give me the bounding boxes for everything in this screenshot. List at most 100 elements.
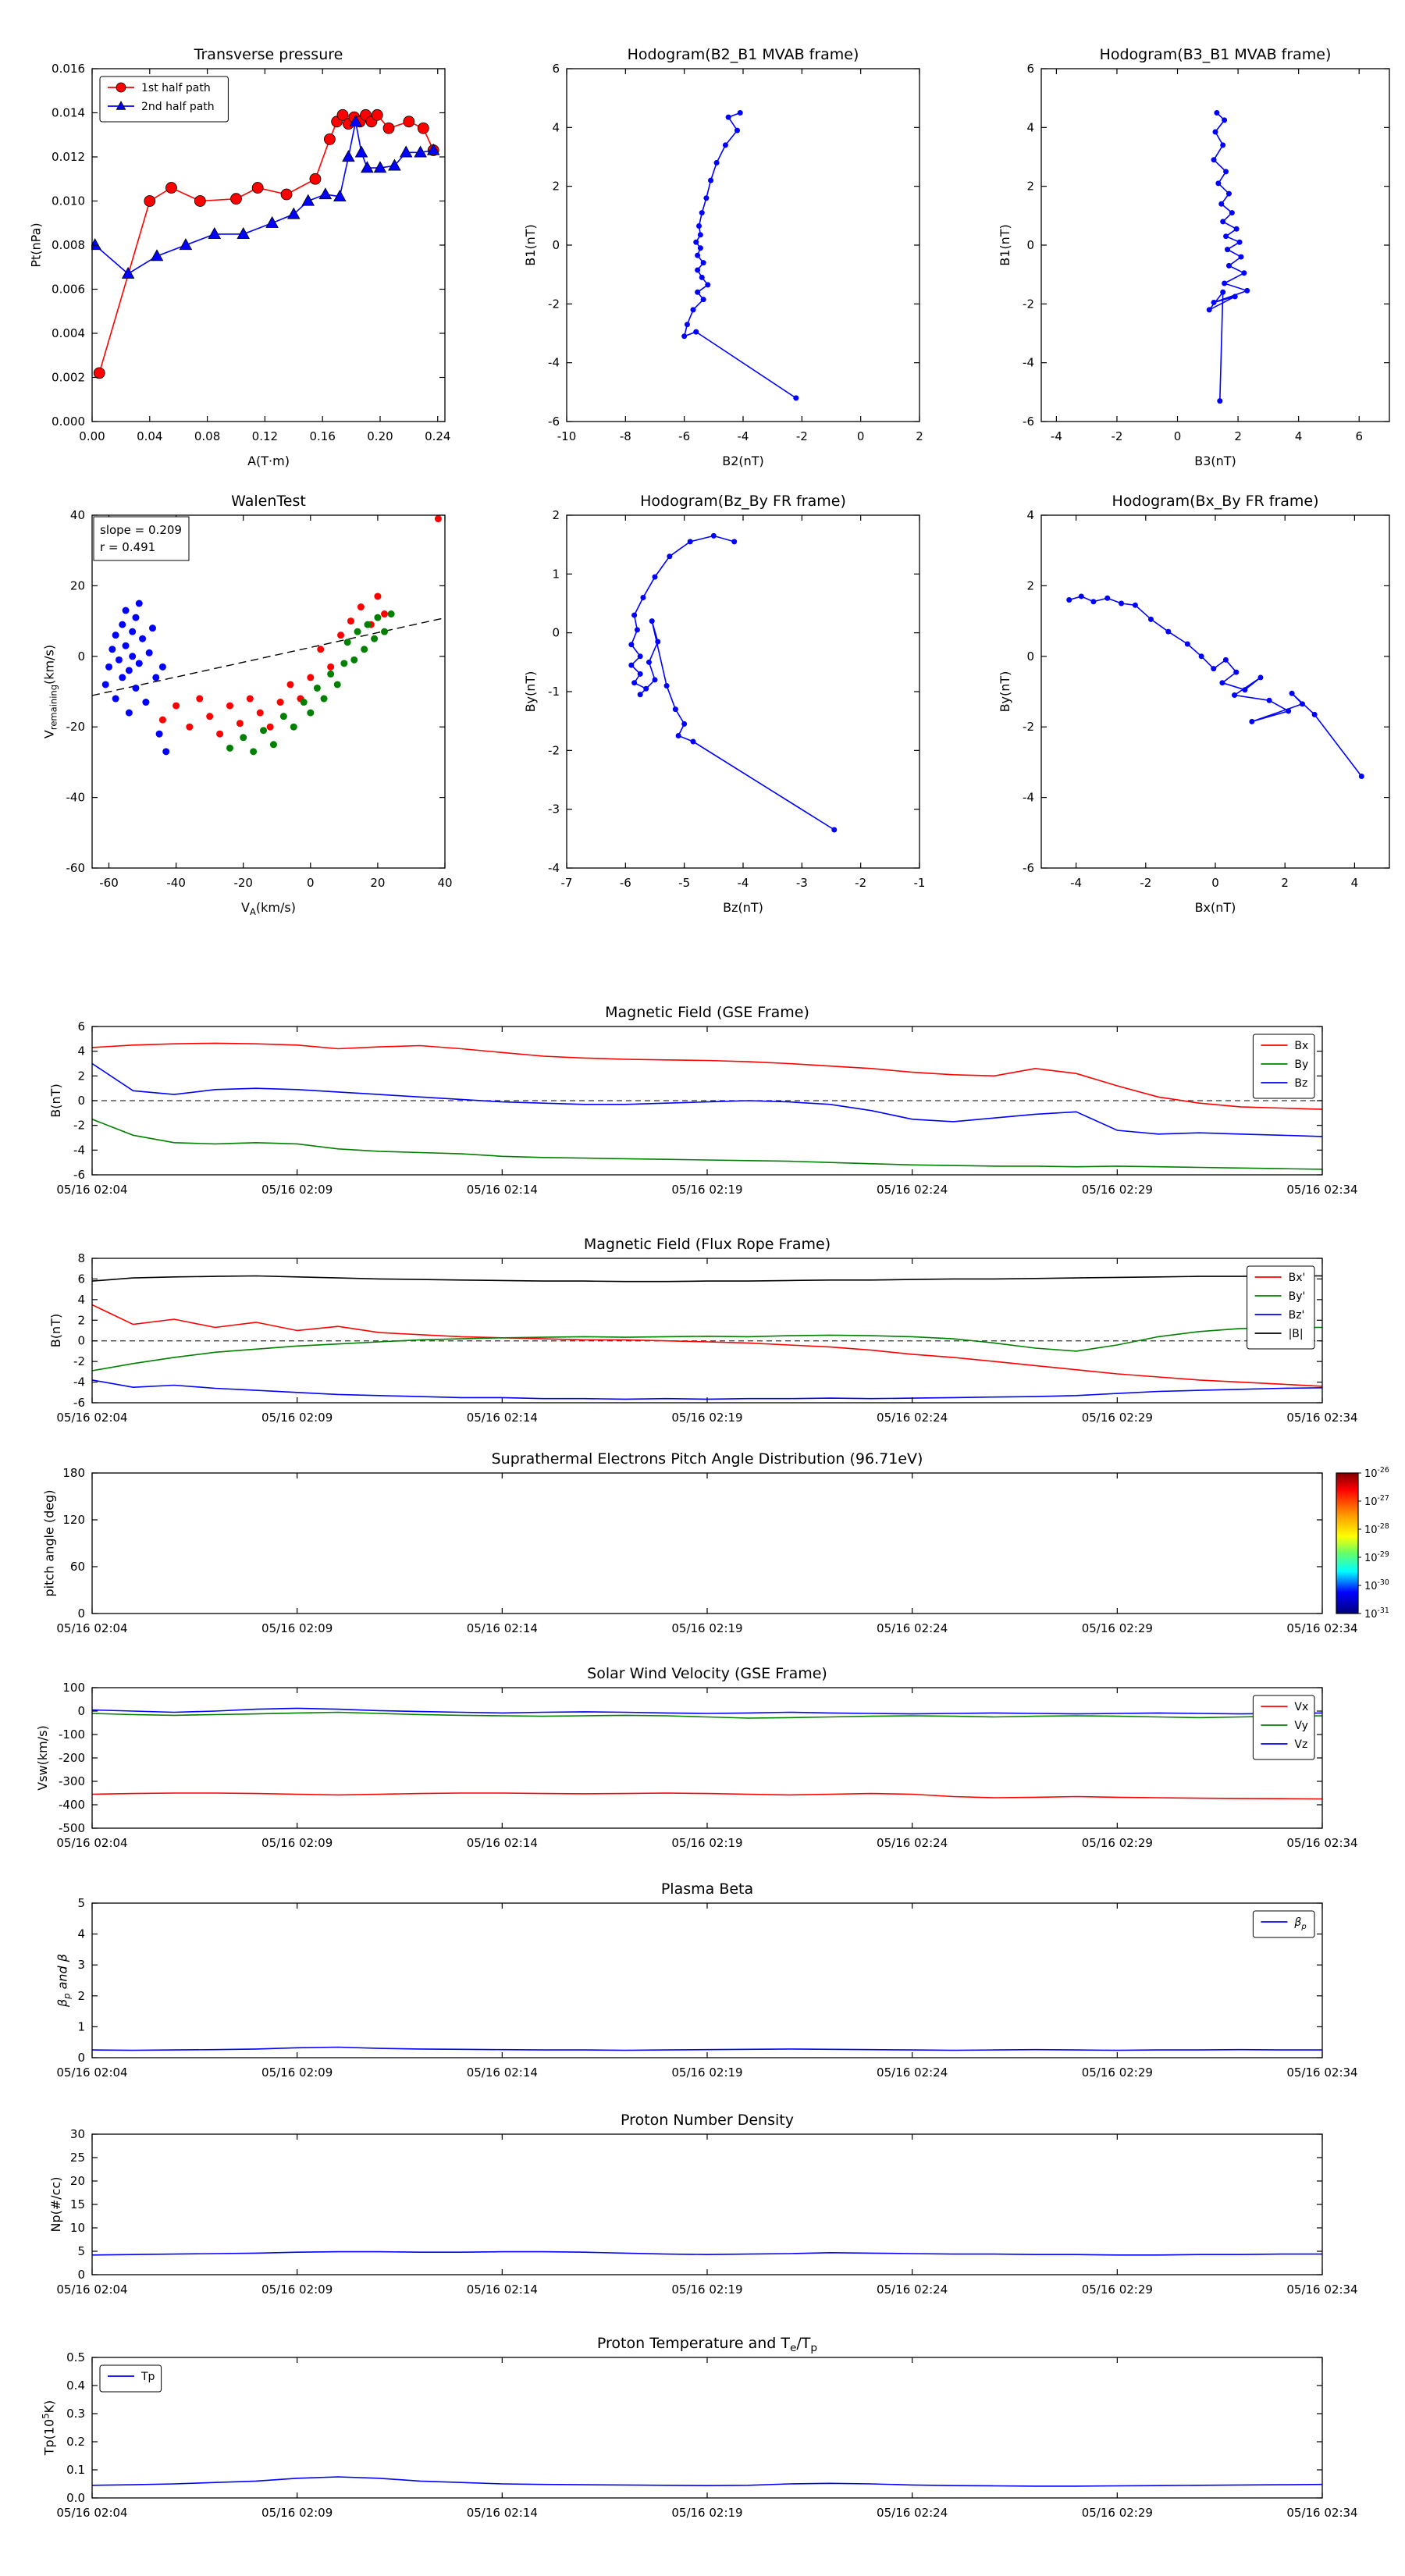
x-tick-label: 05/16 02:19 [671, 1411, 742, 1425]
dot-marker [300, 699, 308, 706]
y-tick-label: -6 [73, 1396, 85, 1410]
axes-border [1040, 68, 1390, 422]
x-tick-label: 05/16 02:09 [261, 2506, 333, 2520]
y-tick-label: 0 [77, 1334, 85, 1348]
dot-marker [434, 515, 442, 523]
plot-area [567, 515, 919, 868]
dot-marker [347, 617, 354, 625]
x-tick-label: 05/16 02:04 [56, 1836, 127, 1850]
x-tick-label: 05/16 02:04 [56, 2506, 127, 2520]
dot-marker [693, 239, 699, 245]
y-tick-label: -4 [548, 356, 560, 370]
x-tick-label: -6 [620, 876, 631, 890]
dot-marker [1212, 129, 1218, 135]
y-tick-label: 8 [77, 1251, 85, 1265]
y-tick-label: 0.008 [52, 238, 85, 252]
dot-marker [667, 553, 673, 560]
chart-hodogram-bz-by: -7 -6 -5 -4 -3 -2 -1 -4 -3 -2 -1 0 1 2 Hodogram(Bz_By … [523, 493, 925, 915]
x-tick-label: 05/16 02:19 [671, 1183, 742, 1197]
dot-marker [1104, 595, 1111, 601]
y-tick-label: 180 [62, 1466, 85, 1480]
x-tick-label: 05/16 02:29 [1082, 2506, 1153, 2520]
dot-marker [240, 734, 247, 742]
y-axis-label: B1(nT) [998, 224, 1012, 266]
series-group [681, 110, 799, 401]
dot-marker [1165, 628, 1172, 635]
y-tick-label: 20 [70, 578, 85, 592]
dot-marker [1078, 593, 1084, 600]
plot-area [92, 1258, 1322, 1403]
y-tick-label: 10 [70, 2221, 85, 2235]
dot-marker [1215, 180, 1222, 187]
x-tick-label: 05/16 02:09 [261, 1183, 333, 1197]
axes-border [91, 1472, 1323, 1614]
triangle-marker [426, 143, 440, 155]
y-tick-label: -6 [1023, 415, 1034, 429]
chart-plasma-beta: 05/16 02:04 05/16 02:09 05/16 02:14 05/16 0… [55, 1880, 1358, 2080]
dot-marker [125, 709, 133, 717]
x-tick-label: 2 [1281, 876, 1289, 890]
dot-marker [101, 681, 109, 688]
x-tick-label: 0.08 [194, 429, 220, 443]
dot-marker [1225, 262, 1232, 269]
dot-marker [320, 695, 328, 703]
x-tick-label: -4 [738, 429, 749, 443]
axes-border [566, 68, 920, 422]
dot-marker [696, 223, 702, 229]
dot-marker [703, 195, 710, 201]
x-tick-label: 0.16 [309, 429, 335, 443]
dot-marker [371, 635, 379, 642]
chart-title: Solar Wind Velocity (GSE Frame) [587, 1665, 827, 1682]
dot-marker [831, 827, 838, 833]
x-axis-label: A(T·m) [247, 454, 290, 468]
y-tick-label: -2 [73, 1354, 85, 1368]
plot-area [92, 1473, 1322, 1614]
dot-marker [700, 260, 706, 266]
dot-marker [387, 610, 395, 618]
dot-marker [313, 684, 321, 692]
dot-marker [1066, 596, 1072, 603]
dot-marker [119, 674, 126, 681]
x-tick-label: -60 [99, 876, 119, 890]
y-tick-label: 30 [70, 2127, 85, 2141]
plot-area [92, 2357, 1322, 2498]
x-tick-label: 05/16 02:34 [1286, 1183, 1357, 1197]
dot-marker [364, 621, 372, 628]
y-tick-label: 0.014 [52, 106, 85, 120]
y-tick-label: -4 [548, 861, 560, 875]
dot-marker [186, 723, 194, 731]
series-group [91, 2046, 1322, 2051]
x-tick-label: -6 [678, 429, 690, 443]
circle-marker [144, 195, 156, 207]
dot-marker [1229, 210, 1235, 216]
dot-marker [1132, 602, 1138, 608]
dot-marker [637, 653, 643, 660]
y-tick-label: 1 [552, 567, 560, 581]
dot-marker [327, 663, 335, 671]
x-tick-label: -2 [1140, 876, 1151, 890]
y-tick-label: -2 [548, 743, 560, 757]
dot-marker [1242, 687, 1248, 693]
dot-marker [1238, 254, 1244, 260]
dot-marker [276, 699, 284, 706]
y-tick-label: 4 [77, 1044, 85, 1059]
y-tick-label: 4 [77, 1293, 85, 1307]
legend-label: By [1294, 1059, 1308, 1071]
x-tick-label: 05/16 02:29 [1082, 1411, 1153, 1425]
dot-marker [1218, 201, 1225, 207]
axes-border [1040, 514, 1390, 869]
colorbar-label: 10-27 [1364, 1494, 1389, 1508]
x-tick-label: 05/16 02:34 [1286, 1621, 1357, 1635]
axes-border [91, 1902, 1323, 2058]
dot-marker [1214, 110, 1220, 116]
x-tick-label: 2 [916, 429, 923, 443]
x-tick-label: -40 [166, 876, 186, 890]
dot-marker [381, 628, 389, 635]
x-tick-label: 0 [307, 876, 315, 890]
dot-marker [1233, 669, 1240, 675]
x-tick-label: 05/16 02:14 [467, 1836, 538, 1850]
y-tick-label: 2 [77, 1069, 85, 1083]
y-axis-label: B(nT) [48, 1314, 63, 1347]
